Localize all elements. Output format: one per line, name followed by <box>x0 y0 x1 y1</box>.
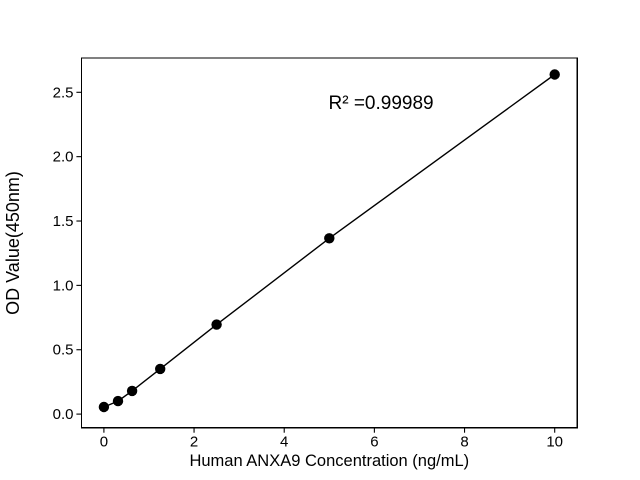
svg-text:10: 10 <box>546 434 563 451</box>
svg-text:2: 2 <box>190 434 198 451</box>
svg-text:Human ANXA9 Concentration (ng/: Human ANXA9 Concentration (ng/mL) <box>189 452 469 470</box>
svg-text:0.5: 0.5 <box>53 342 74 359</box>
svg-text:4: 4 <box>280 434 288 451</box>
svg-text:0: 0 <box>100 434 108 451</box>
svg-text:0.0: 0.0 <box>53 406 74 423</box>
svg-text:1.5: 1.5 <box>53 213 74 230</box>
svg-text:OD Value(450nm): OD Value(450nm) <box>3 171 23 315</box>
svg-text:R² =0.99989: R² =0.99989 <box>329 93 434 114</box>
svg-text:8: 8 <box>460 434 468 451</box>
svg-text:1.0: 1.0 <box>53 277 74 294</box>
svg-text:2.0: 2.0 <box>53 149 74 166</box>
svg-text:2.5: 2.5 <box>53 84 74 101</box>
svg-text:6: 6 <box>370 434 378 451</box>
